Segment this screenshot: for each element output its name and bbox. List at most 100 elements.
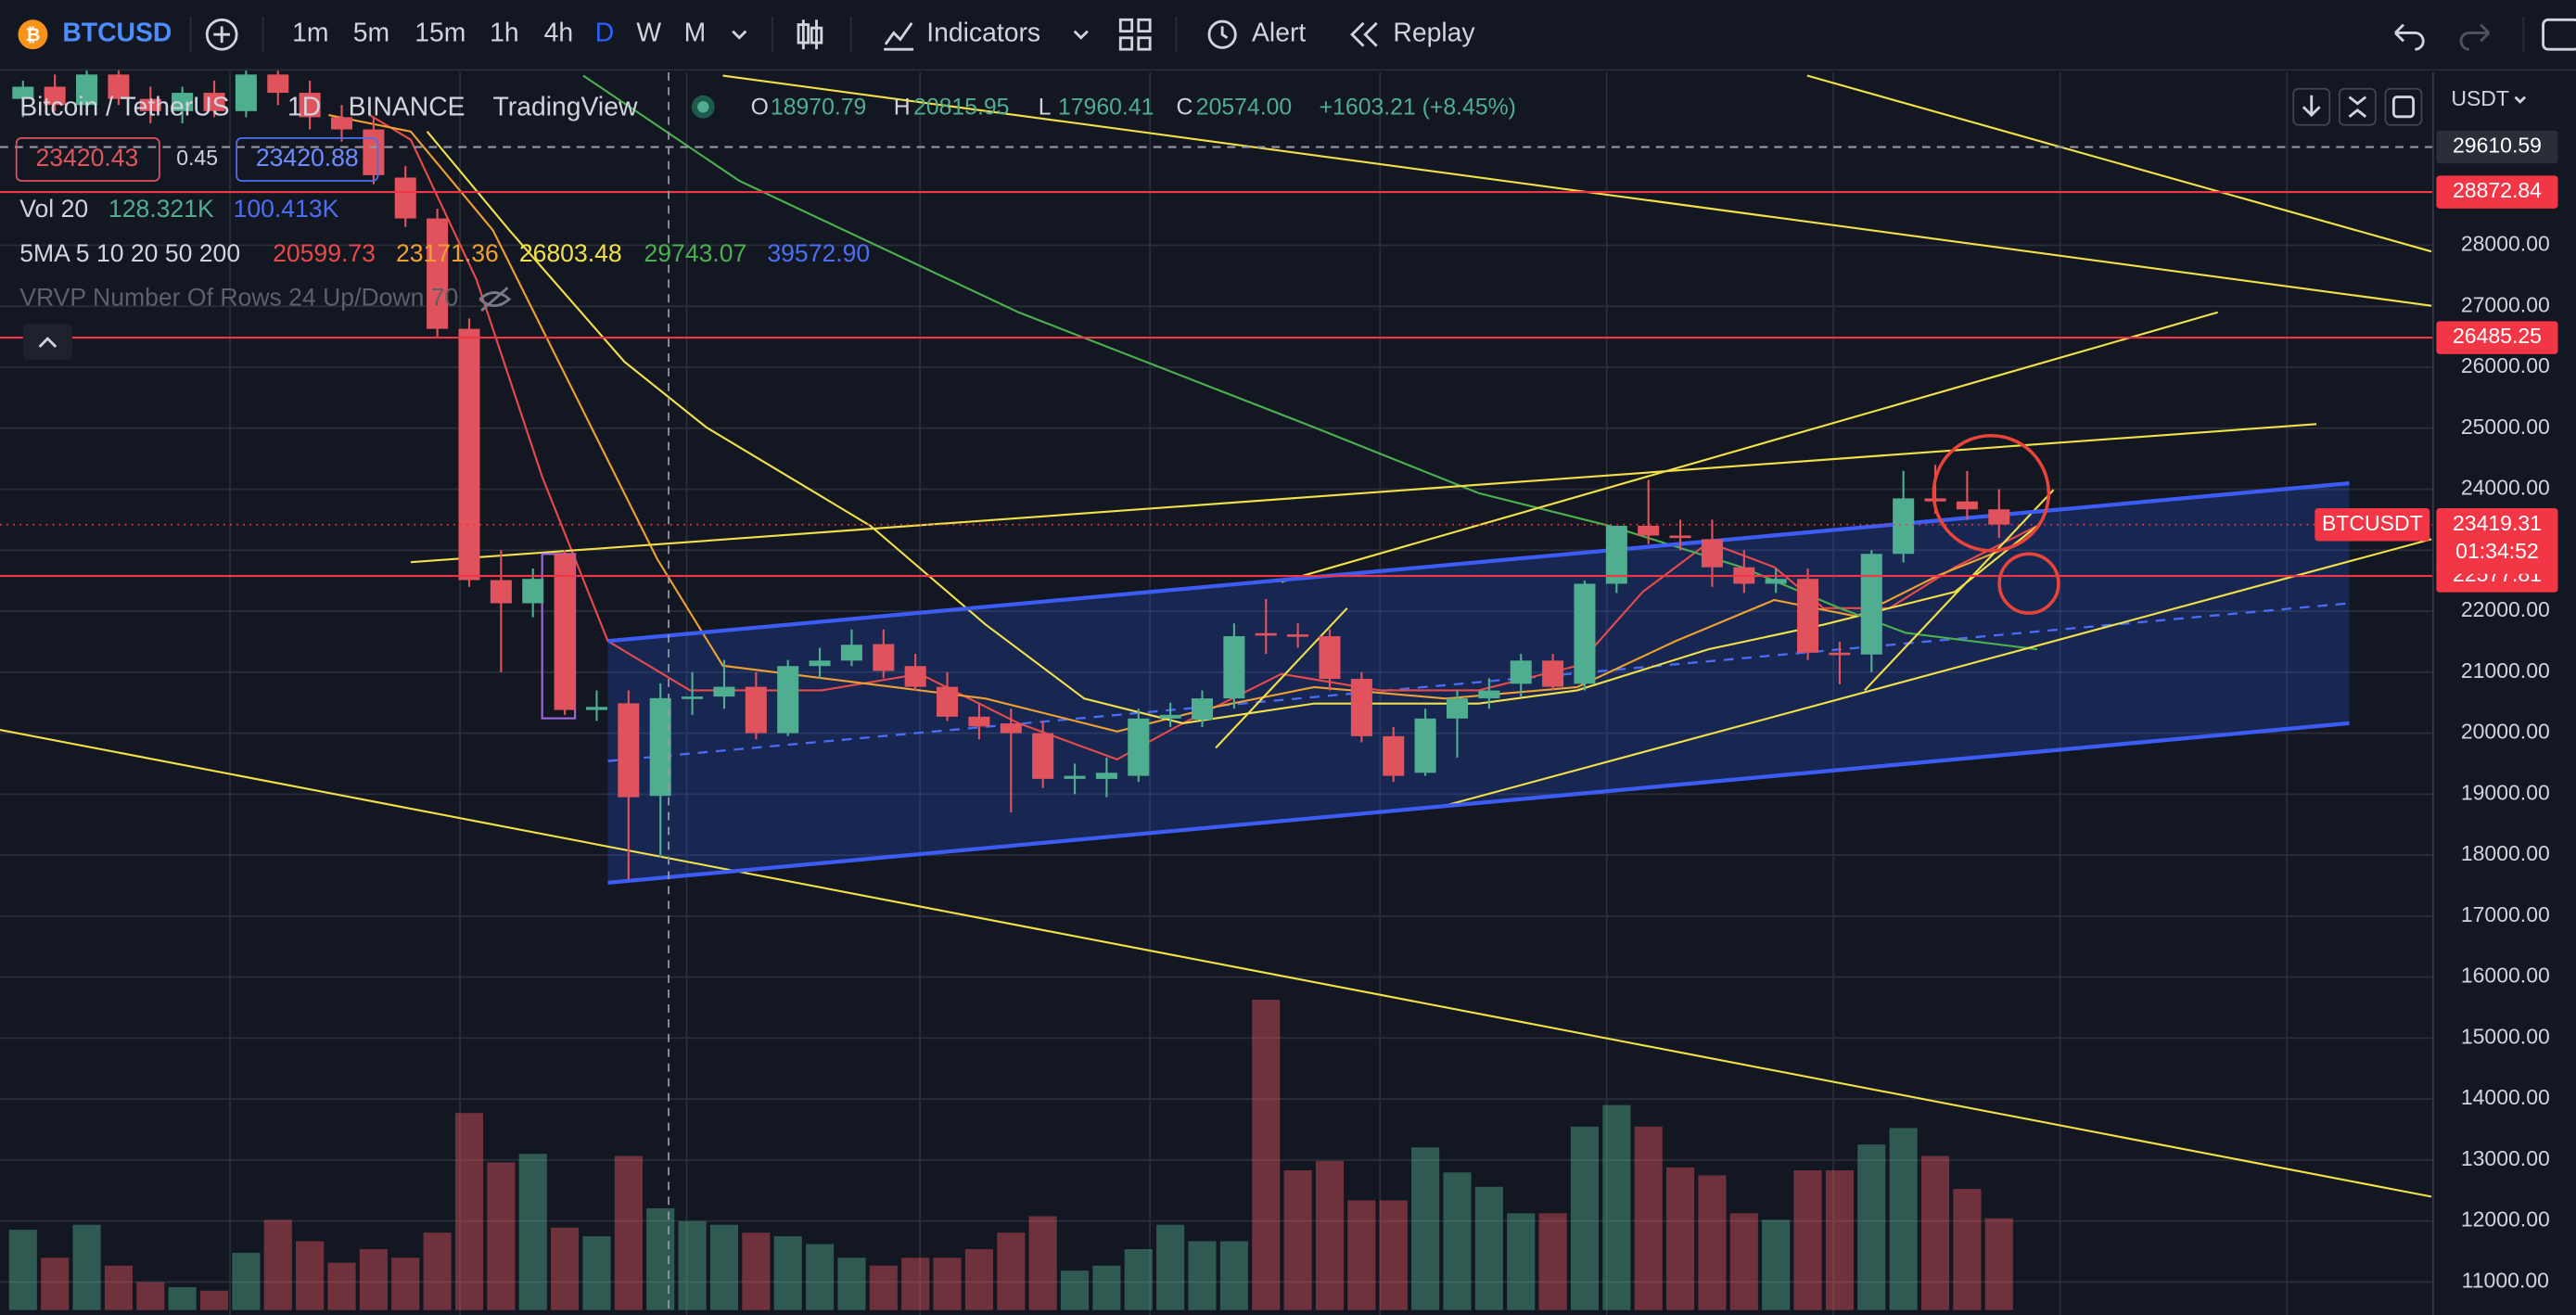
volume-bar xyxy=(1857,1144,1886,1310)
redo[interactable] xyxy=(2459,23,2491,51)
alert-button[interactable]: Alert xyxy=(1252,19,1306,48)
price-badge-label: 29610.59 xyxy=(2453,134,2542,158)
arrow-down xyxy=(2302,95,2321,118)
collapse-pane[interactable] xyxy=(2338,87,2377,126)
interval-button[interactable]: W xyxy=(636,19,661,48)
annotation-circle xyxy=(1932,433,2051,553)
volume-bar xyxy=(199,1290,229,1310)
replay-button[interactable]: Replay xyxy=(1393,19,1475,48)
volume-ma: 100.413K xyxy=(234,195,339,223)
layout-icon[interactable] xyxy=(1118,18,1134,33)
candle-body xyxy=(427,218,449,329)
last-price-badge xyxy=(2436,507,2558,574)
indicators-menu[interactable] xyxy=(1073,30,1089,40)
maximize-pane[interactable] xyxy=(2384,87,2423,126)
volume-bar xyxy=(359,1248,388,1310)
btc-glyph: ₿ xyxy=(25,25,40,45)
volume-bar xyxy=(709,1224,739,1310)
volume-bar xyxy=(1315,1160,1345,1310)
change: +1603.21 (+8.45%) xyxy=(1320,96,1516,121)
ma-name: 5MA 5 10 20 50 200 xyxy=(19,239,240,267)
symbol-label: BTCUSDT xyxy=(2322,511,2423,535)
alert-hands xyxy=(1220,26,1229,39)
add-symbol[interactable] xyxy=(205,18,238,51)
y-tick-label: 26000.00 xyxy=(2461,353,2550,377)
volume-bar xyxy=(614,1155,643,1310)
fullscreen[interactable] xyxy=(2542,18,2576,51)
bid-box[interactable] xyxy=(15,137,160,182)
indicators-button[interactable]: Indicators xyxy=(926,19,1040,48)
interval-button[interactable]: 4h xyxy=(544,19,574,48)
candle-body xyxy=(1829,652,1851,656)
volume-bar xyxy=(1156,1224,1185,1310)
volume-bar xyxy=(1347,1200,1376,1310)
candle-body xyxy=(618,703,640,798)
interval-button[interactable]: D xyxy=(595,19,614,48)
collapse-button[interactable] xyxy=(22,324,72,361)
candle-body xyxy=(1574,583,1596,684)
candle-body xyxy=(44,86,66,106)
currency[interactable]: USDT xyxy=(2451,86,2509,110)
volume-value: 128.321K xyxy=(108,195,214,223)
candle-body xyxy=(585,707,607,710)
layout-icon xyxy=(1118,36,1134,51)
levels-layer xyxy=(0,146,2433,578)
trend-line xyxy=(0,728,2432,1198)
candle-body xyxy=(139,98,161,111)
candle-body xyxy=(1383,735,1405,776)
ma-value: 23171.36 xyxy=(396,239,499,267)
indicators-icon xyxy=(884,22,914,51)
candle-body xyxy=(1350,679,1372,736)
layout-icon xyxy=(1137,36,1152,51)
candle-icon xyxy=(797,23,810,45)
volume-bar xyxy=(1729,1213,1758,1310)
price-badge xyxy=(2436,175,2558,209)
price-badge xyxy=(2436,321,2558,354)
interval-button[interactable]: M xyxy=(684,19,707,48)
volume-bar xyxy=(296,1241,325,1310)
candle-body xyxy=(76,74,98,106)
interval-button[interactable]: 1h xyxy=(490,19,519,48)
interval-button[interactable]: 5m xyxy=(353,19,389,48)
candle-body xyxy=(1478,690,1500,699)
volume-bar xyxy=(1411,1147,1440,1310)
symbol[interactable]: BTCUSD xyxy=(62,19,172,48)
ohlc-value: 17960.41 xyxy=(1058,96,1154,121)
volume-bar xyxy=(8,1230,37,1310)
candle-body xyxy=(937,686,959,717)
trend-line xyxy=(1864,489,2055,692)
channel-top xyxy=(607,480,2350,644)
interval-button[interactable]: 1m xyxy=(292,19,328,48)
annotation-circle xyxy=(1997,552,2060,615)
undo[interactable] xyxy=(2394,23,2425,51)
y-tick-label: 14000.00 xyxy=(2461,1085,2550,1109)
spread: 0.45 xyxy=(176,146,218,170)
candle-body xyxy=(299,93,321,118)
candle-body xyxy=(1000,723,1022,734)
interval-button[interactable]: 15m xyxy=(414,19,465,48)
y-tick-label: 11000.00 xyxy=(2462,1269,2549,1293)
y-tick-label: 25000.00 xyxy=(2461,415,2550,439)
candle-body xyxy=(809,660,831,667)
interval: 1D xyxy=(287,92,321,121)
hidden-icon[interactable] xyxy=(478,287,512,313)
ask-box[interactable] xyxy=(236,137,379,182)
bid: 23420.43 xyxy=(35,144,138,172)
candle-body xyxy=(777,666,799,734)
y-tick-label: 19000.00 xyxy=(2461,780,2550,804)
candle-body xyxy=(172,93,194,111)
volume-bar xyxy=(391,1258,420,1310)
volume-layer xyxy=(8,1000,2013,1310)
volume-bar xyxy=(1984,1218,2013,1310)
interval-menu[interactable] xyxy=(732,30,747,40)
volume-bar xyxy=(582,1236,611,1310)
volume-bar xyxy=(1124,1248,1153,1310)
trend-line xyxy=(410,423,2317,564)
candle-body xyxy=(1510,660,1532,684)
candle-body xyxy=(1128,718,1150,776)
candle-body xyxy=(330,117,353,130)
toolbar xyxy=(0,0,2576,70)
volume-bar xyxy=(1698,1175,1727,1310)
intervals: 1m 5m 15m 1h 4h D W M xyxy=(292,19,706,48)
candle-body xyxy=(745,686,767,734)
